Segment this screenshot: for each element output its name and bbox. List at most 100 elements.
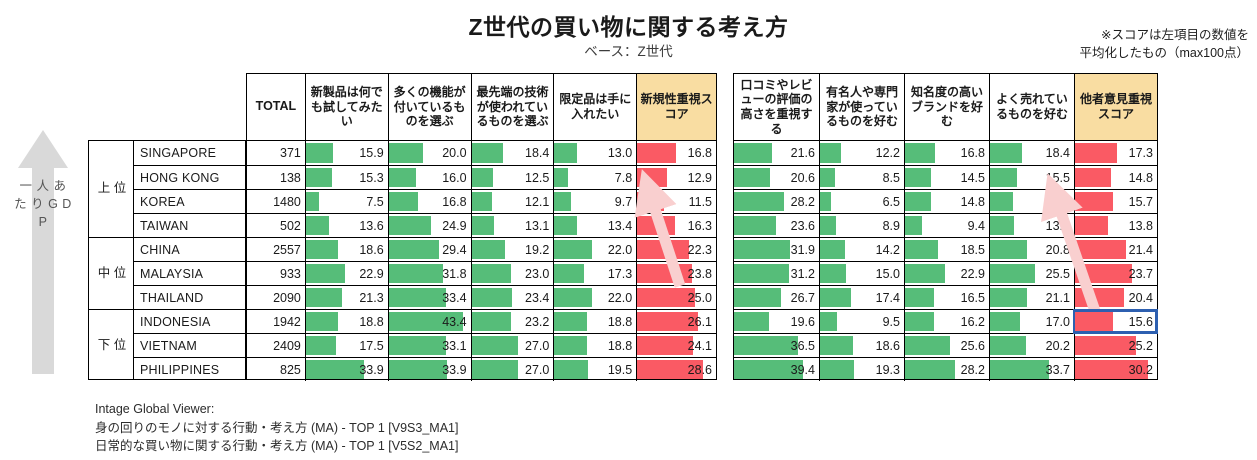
- value-bar: [905, 360, 955, 379]
- score-bar: [1075, 336, 1136, 355]
- value-bar: [554, 312, 587, 331]
- value-bar: [820, 168, 835, 187]
- data-cell: 43.4: [387, 310, 471, 333]
- total-cell: 138: [247, 166, 305, 189]
- table-row: 933 22.9 31.8 23.0 17.3 23.8: [247, 261, 716, 285]
- total-cell: 502: [247, 214, 305, 237]
- data-cell: 18.8: [553, 334, 636, 357]
- cell-value: 33.9: [442, 362, 467, 377]
- data-cell: 19.2: [470, 238, 554, 261]
- value-bar: [305, 288, 343, 307]
- data-cell: 13.4: [989, 214, 1074, 237]
- value-bar: [305, 240, 338, 259]
- data-cell: 19.5: [553, 358, 636, 381]
- cell-value: 19.2: [525, 242, 550, 257]
- data-cell: 16.8: [387, 190, 471, 213]
- value-bar: [305, 312, 339, 331]
- column-header: 他者意見重視スコア: [1074, 74, 1157, 140]
- score-cell: 21.4: [1074, 238, 1157, 261]
- cell-value: 2090: [273, 290, 301, 305]
- score-cell: 12.9: [636, 166, 716, 189]
- value-bar: [734, 336, 799, 355]
- cell-value: 20.2: [1045, 338, 1070, 353]
- value-bar: [471, 336, 518, 355]
- cell-value: 12.2: [875, 146, 900, 160]
- cell-value: 33.1: [442, 338, 467, 353]
- table-row: 31.2 15.0 22.9 25.5 23.7: [734, 261, 1157, 285]
- column-header: 多くの機能が付いているものを選ぶ: [387, 74, 471, 140]
- value-bar: [388, 240, 440, 259]
- data-cell: 16.8: [904, 141, 989, 165]
- score-cell: 24.1: [636, 334, 716, 357]
- data-cell: 14.8: [904, 190, 989, 213]
- gdp-group-high: 上 位: [89, 141, 135, 237]
- cell-value: 23.8: [687, 266, 713, 281]
- score-bar: [1075, 360, 1148, 379]
- country-row: SINGAPORE: [134, 141, 245, 165]
- cell-value: 6.5: [882, 194, 900, 209]
- total-cell: 933: [247, 262, 305, 285]
- cell-value: 15.9: [359, 146, 384, 160]
- score-cell: 11.5: [636, 190, 716, 213]
- cell-value: 17.3: [1128, 146, 1153, 160]
- data-cell: 17.3: [553, 262, 636, 285]
- score-bar: [1075, 216, 1109, 235]
- value-bar: [388, 168, 417, 187]
- cell-value: 16.2: [960, 314, 985, 329]
- cell-value: 20.6: [790, 170, 815, 185]
- cell-value: 18.5: [960, 242, 985, 257]
- cell-value: 18.4: [1045, 146, 1070, 160]
- country-row: INDONESIA: [134, 309, 245, 333]
- value-bar: [388, 192, 418, 211]
- data-cell: 28.2: [734, 190, 819, 213]
- cell-value: 13.8: [1128, 218, 1153, 233]
- gdp-axis-label: 一 人 あ た り G D P: [14, 179, 72, 229]
- value-bar: [990, 360, 1050, 379]
- cell-value: 16.8: [442, 194, 467, 209]
- data-cell: 9.4: [904, 214, 989, 237]
- column-header: 限定品は手に入れたい: [553, 74, 636, 140]
- cell-value: 22.0: [607, 242, 633, 257]
- column-header: 知名度の高いブランドを好む: [904, 74, 989, 140]
- cell-value: 22.9: [960, 266, 985, 281]
- data-cell: 33.1: [387, 334, 471, 357]
- cell-value: 16.3: [687, 218, 713, 233]
- cell-value: 26.1: [687, 314, 713, 329]
- cell-value: 24.1: [687, 338, 713, 353]
- data-cell: 19.6: [734, 310, 819, 333]
- data-cell: 17.4: [819, 286, 904, 309]
- data-cell: 31.9: [734, 238, 819, 261]
- cell-value: 13.2: [1045, 194, 1070, 209]
- value-bar: [990, 288, 1028, 307]
- total-cell: 825: [247, 358, 305, 381]
- value-bar: [471, 168, 493, 187]
- table-row: 20.6 8.5 14.5 15.5 14.8: [734, 165, 1157, 189]
- score-cell: 30.2: [1074, 358, 1157, 381]
- data-cell: 18.6: [819, 334, 904, 357]
- cell-value: 28.2: [790, 194, 815, 209]
- cell-value: 23.6: [790, 218, 815, 233]
- gdp-group-mid-label: 中 位: [97, 265, 127, 280]
- value-bar: [990, 264, 1035, 283]
- cell-value: 17.5: [359, 338, 384, 353]
- data-cell: 8.5: [819, 166, 904, 189]
- data-cell: 17.0: [989, 310, 1074, 333]
- cell-value: 17.3: [607, 266, 633, 281]
- score-cell: 22.3: [636, 238, 716, 261]
- value-bar: [734, 216, 776, 235]
- data-cell: 20.2: [989, 334, 1074, 357]
- cell-value: 24.9: [442, 218, 467, 233]
- data-cell: 18.5: [904, 238, 989, 261]
- data-cell: 39.4: [734, 358, 819, 381]
- data-cell: 25.6: [904, 334, 989, 357]
- data-cell: 18.4: [470, 141, 554, 165]
- table-row: 26.7 17.4 16.5 21.1 20.4: [734, 285, 1157, 309]
- score-bar: [637, 192, 664, 211]
- table-row: 502 13.6 24.9 13.1 13.4 16.3: [247, 213, 716, 237]
- others-opinion-table-body: 21.6 12.2 16.8 18.4 17.3 20.6 8.5 14.5 15.5 14.8 2…: [734, 141, 1158, 381]
- country-label: THAILAND: [140, 290, 204, 305]
- table-row: 23.6 8.9 9.4 13.4 13.8: [734, 213, 1157, 237]
- value-bar: [554, 288, 593, 307]
- data-cell: 7.5: [304, 190, 388, 213]
